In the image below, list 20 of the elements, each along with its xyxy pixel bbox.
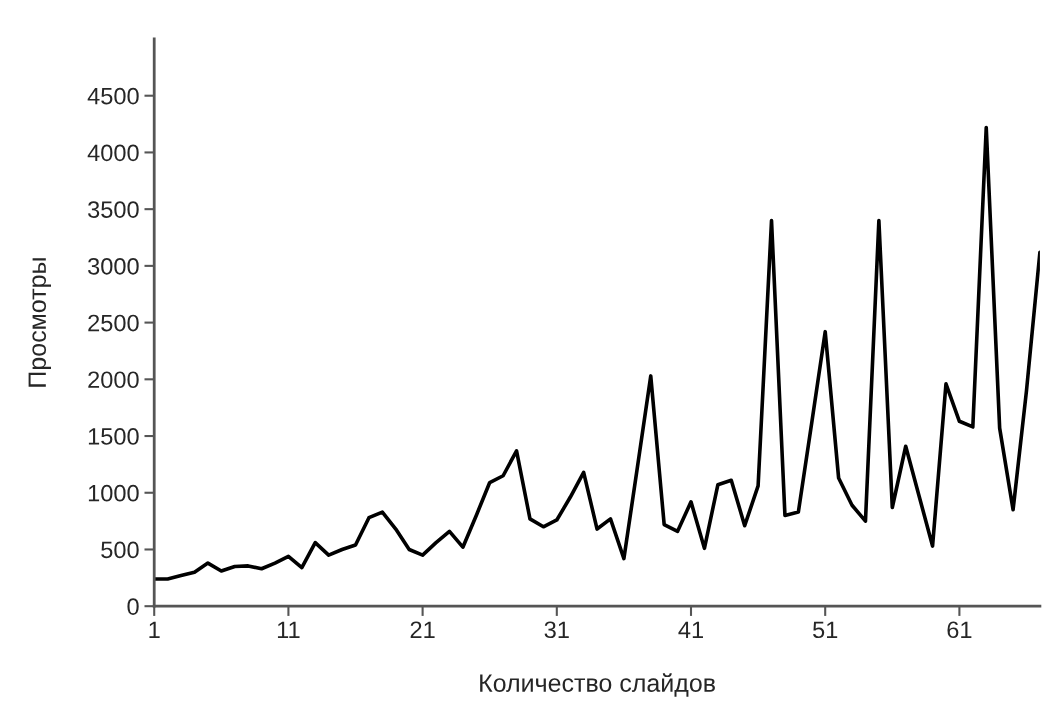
x-tick-label: 11 bbox=[277, 621, 300, 638]
y-tick-label: 4500 bbox=[87, 87, 139, 105]
y-tick-label: 2500 bbox=[88, 314, 139, 332]
y-tick-label: 2000 bbox=[88, 371, 139, 389]
y-tick-label: 4000 bbox=[87, 144, 139, 162]
x-tick-label: 1 bbox=[149, 621, 160, 638]
y-tick-label: 1000 bbox=[88, 484, 139, 502]
x-tick-label: 31 bbox=[544, 621, 569, 639]
y-tick-label: 3000 bbox=[88, 257, 139, 275]
y-tick-label: 1500 bbox=[88, 428, 139, 445]
x-tick-label: 51 bbox=[813, 621, 838, 639]
y-axis-title: Просмотры bbox=[28, 258, 51, 387]
x-axis-title: Количество слайдов bbox=[480, 673, 715, 697]
x-tick-label: 41 bbox=[678, 621, 703, 638]
y-tick-label: 0 bbox=[127, 598, 139, 615]
y-tick-label: 3500 bbox=[88, 201, 139, 218]
line-series bbox=[154, 125, 1040, 581]
x-tick-label: 61 bbox=[947, 621, 972, 639]
x-tick-label: 21 bbox=[410, 621, 435, 638]
y-tick-label: 500 bbox=[101, 541, 139, 559]
